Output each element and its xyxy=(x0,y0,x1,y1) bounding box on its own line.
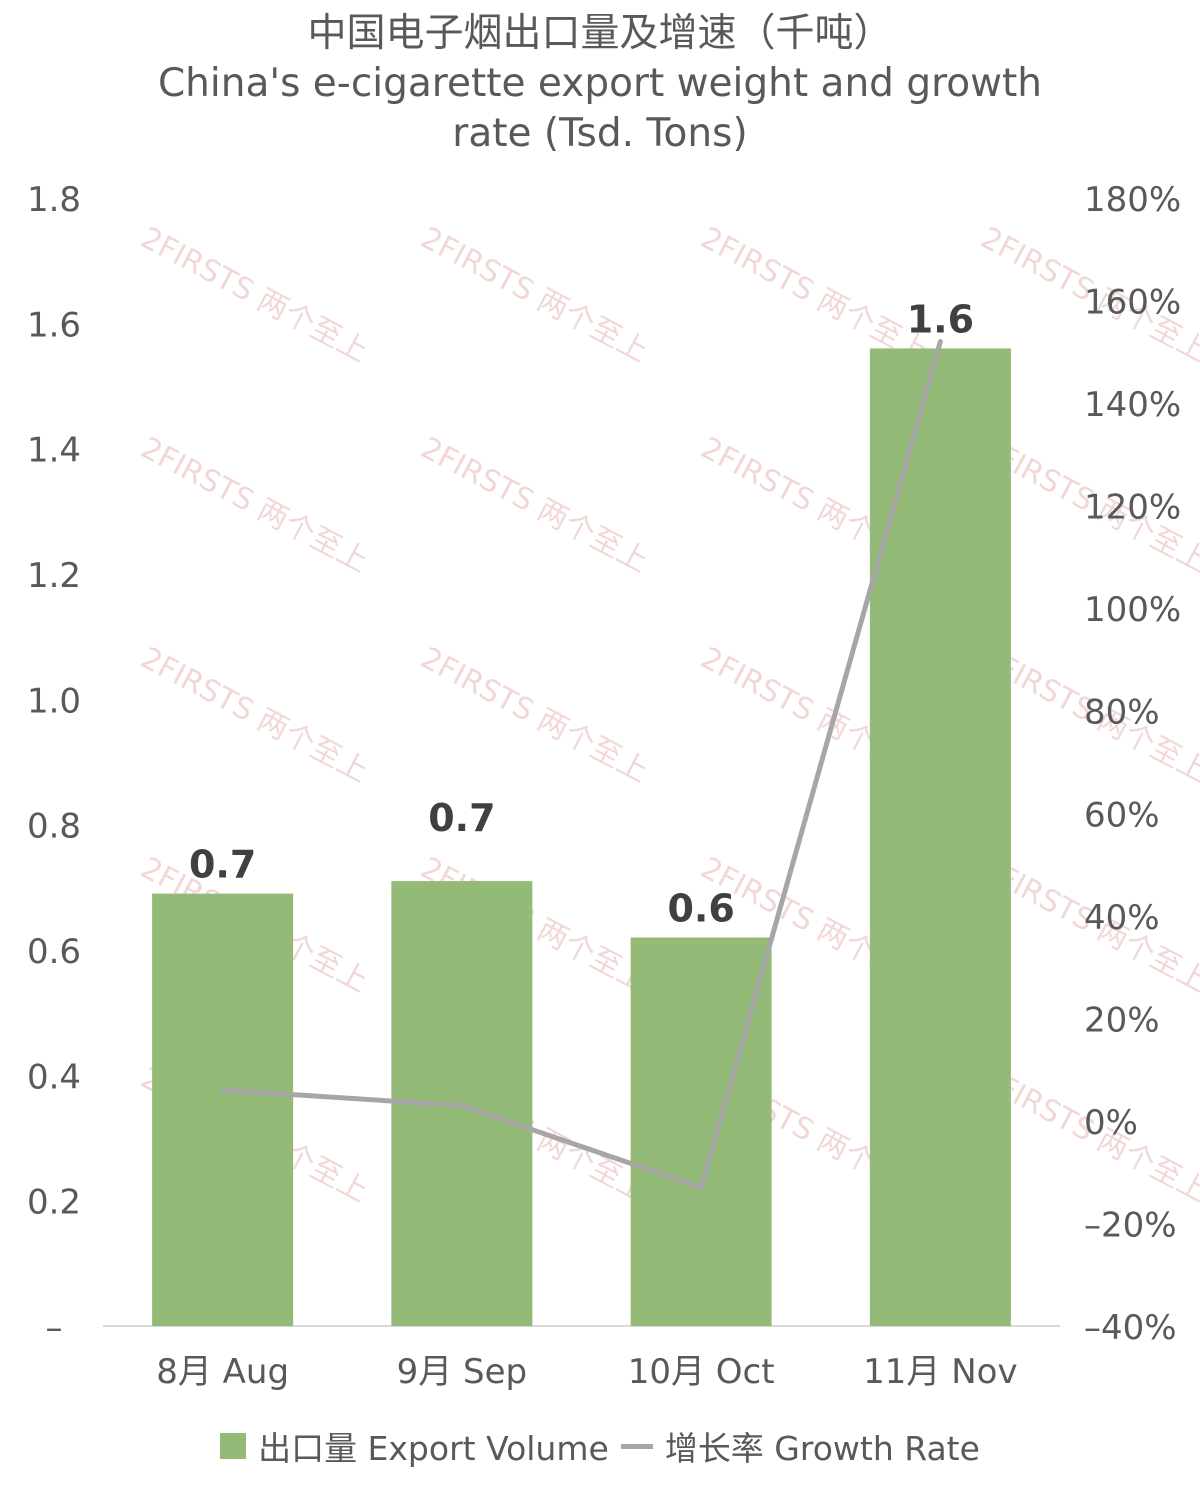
y-right-tick-label: 100% xyxy=(1084,590,1181,630)
y-right-tick-label: 180% xyxy=(1084,180,1181,220)
y-left-tick-label: – xyxy=(46,1308,63,1348)
legend-item-growth-rate[interactable]: 增长率 Growth Rate xyxy=(620,1422,980,1470)
y-right-tick-label: 120% xyxy=(1084,488,1181,528)
bar-data-label: 0.6 xyxy=(667,886,734,930)
y-right-tick-label: 40% xyxy=(1084,898,1160,938)
y-right-tick-label: 160% xyxy=(1084,283,1181,323)
legend-bar-swatch xyxy=(220,1433,247,1459)
chart-title-en-line2: rate (Tsd. Tons) xyxy=(452,111,748,156)
y-left-tick-label: 0.4 xyxy=(27,1057,81,1097)
y-right-tick-label: –40% xyxy=(1084,1308,1177,1348)
x-tick-label: 10月 Oct xyxy=(628,1352,775,1392)
bar-export-volume xyxy=(630,937,772,1326)
x-tick-label: 9月 Sep xyxy=(397,1352,528,1392)
bar-export-volume xyxy=(869,348,1011,1326)
combo-chart: – 0.2 0.4 0.6 0.8 1.0 1.2 1.4 1.6 1.8 –40% –20% 0% 20… xyxy=(27,180,1181,1392)
y-left-tick-label: 1.0 xyxy=(27,681,81,721)
chart-legend: 出口量 Export Volume 增长率 Growth Rate xyxy=(0,1424,1200,1468)
y-right-tick-label: 0% xyxy=(1084,1103,1138,1143)
y-left-tick-label: 0.6 xyxy=(27,932,81,972)
bar-data-label: 0.7 xyxy=(189,843,256,887)
y-left-tick-label: 0.8 xyxy=(27,807,81,847)
legend-label-growth-rate: 增长率 Growth Rate xyxy=(664,1429,980,1468)
y-left-tick-label: 1.4 xyxy=(27,431,81,471)
growth-rate-line xyxy=(220,339,943,1191)
y-left-tick-label: 1.2 xyxy=(27,556,81,596)
y-right-tick-label: 140% xyxy=(1084,385,1181,425)
y-right-tick-label: 20% xyxy=(1084,1000,1160,1040)
bar-data-label: 0.7 xyxy=(428,796,495,840)
bar-export-volume xyxy=(152,893,294,1326)
y-right-tick-label: 60% xyxy=(1084,795,1160,835)
y-left-tick-label: 1.8 xyxy=(27,180,81,220)
legend-line-swatch xyxy=(620,1443,653,1449)
bar-data-label: 1.6 xyxy=(907,297,974,341)
chart-title-en-line1: China's e-cigarette export weight and gr… xyxy=(157,61,1043,106)
legend-item-export-volume[interactable]: 出口量 Export Volume xyxy=(220,1422,609,1470)
legend-label-export-volume: 出口量 Export Volume xyxy=(258,1429,609,1468)
chart-title-cn: 中国电子烟出口量及增速（千吨） xyxy=(307,11,893,56)
y-left-tick-label: 1.6 xyxy=(27,305,81,345)
y-left-tick-label: 0.2 xyxy=(27,1183,81,1223)
y-right-tick-label: –20% xyxy=(1084,1205,1177,1245)
x-tick-label: 8月 Aug xyxy=(156,1352,289,1392)
x-tick-label: 11月 Nov xyxy=(863,1352,1017,1392)
y-right-tick-label: 80% xyxy=(1084,693,1160,733)
